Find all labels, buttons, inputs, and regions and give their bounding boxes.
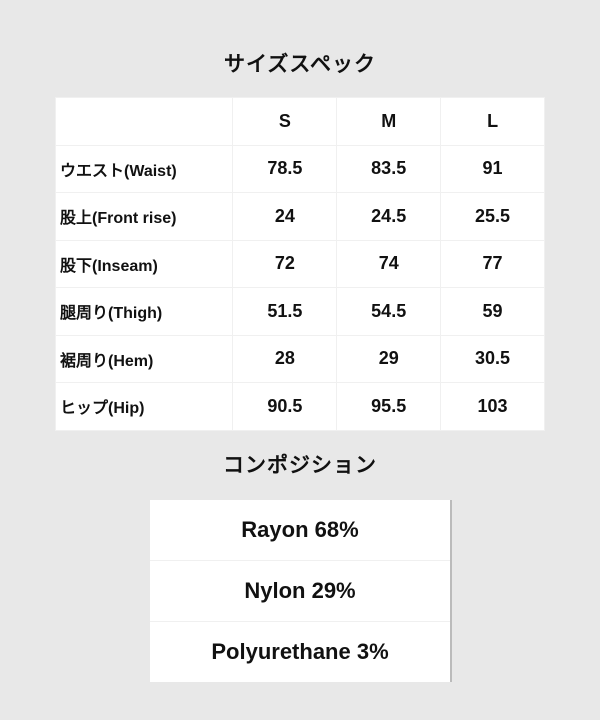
composition-item: Rayon 68%: [150, 500, 450, 561]
cell-value: 78.5: [232, 144, 338, 193]
cell-value: 24.5: [336, 192, 442, 241]
table-row: 股下(Inseam) 72 74 77: [54, 239, 545, 288]
composition-title: コンポジション: [223, 453, 377, 477]
size-header-l: L: [440, 97, 545, 146]
table-row: ウエスト(Waist) 78.5 83.5 91: [54, 144, 545, 193]
cell-value: 59: [440, 287, 545, 336]
cell-value: 103: [440, 382, 545, 431]
cell-value: 51.5: [232, 287, 338, 336]
table-row: ヒップ(Hip) 90.5 95.5 103: [54, 382, 545, 431]
cell-value: 25.5: [440, 192, 545, 241]
cell-value: 83.5: [336, 144, 442, 193]
cell-value: 90.5: [232, 382, 338, 431]
row-label: 裾周り(Hem): [54, 334, 234, 383]
composition-item: Nylon 29%: [150, 561, 450, 622]
row-label: 股上(Front rise): [54, 192, 234, 241]
composition-box: Rayon 68% Nylon 29% Polyurethane 3%: [150, 500, 452, 682]
cell-value: 54.5: [336, 287, 442, 336]
size-header-m: M: [336, 97, 442, 146]
row-label: 腿周り(Thigh): [54, 287, 234, 336]
header-empty-cell: [54, 97, 234, 146]
composition-item: Polyurethane 3%: [211, 639, 389, 664]
table-header-row: S M L: [54, 97, 545, 146]
table-row: 股上(Front rise) 24 24.5 25.5: [54, 192, 545, 241]
cell-value: 29: [336, 334, 442, 383]
table-row: 裾周り(Hem) 28 29 30.5: [54, 334, 545, 383]
cell-value: 91: [440, 144, 545, 193]
cell-value: 77: [440, 239, 545, 288]
cell-value: 30.5: [440, 334, 545, 383]
cell-value: 28: [232, 334, 338, 383]
row-label: ウエスト(Waist): [54, 144, 234, 193]
cell-value: 24: [232, 192, 338, 241]
table-row: 腿周り(Thigh) 51.5 54.5 59: [54, 287, 545, 336]
size-header-s: S: [232, 97, 338, 146]
cell-value: 95.5: [336, 382, 442, 431]
size-spec-table: S M L ウエスト(Waist) 78.5 83.5 91 股上(Front …: [54, 97, 545, 431]
row-label: ヒップ(Hip): [54, 382, 234, 431]
size-spec-title: サイズスペック: [224, 52, 376, 76]
cell-value: 74: [336, 239, 442, 288]
row-label: 股下(Inseam): [54, 239, 234, 288]
cell-value: 72: [232, 239, 338, 288]
